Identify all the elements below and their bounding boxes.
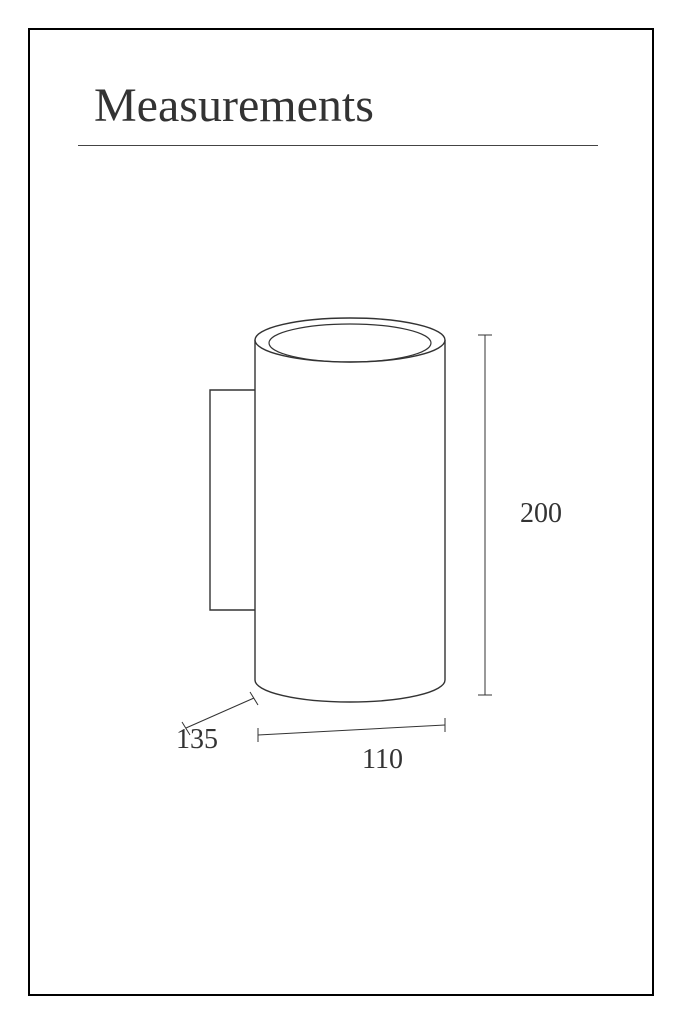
dim-depth-label: 135 (176, 724, 218, 756)
dim-depth-tick-right (250, 692, 258, 705)
backplate (210, 390, 255, 610)
cylinder-bottom-arc (255, 680, 445, 702)
measurement-diagram (0, 0, 682, 1024)
dim-height-label: 200 (520, 498, 562, 530)
dim-width-label: 110 (362, 744, 403, 776)
dim-width-line (258, 725, 445, 735)
